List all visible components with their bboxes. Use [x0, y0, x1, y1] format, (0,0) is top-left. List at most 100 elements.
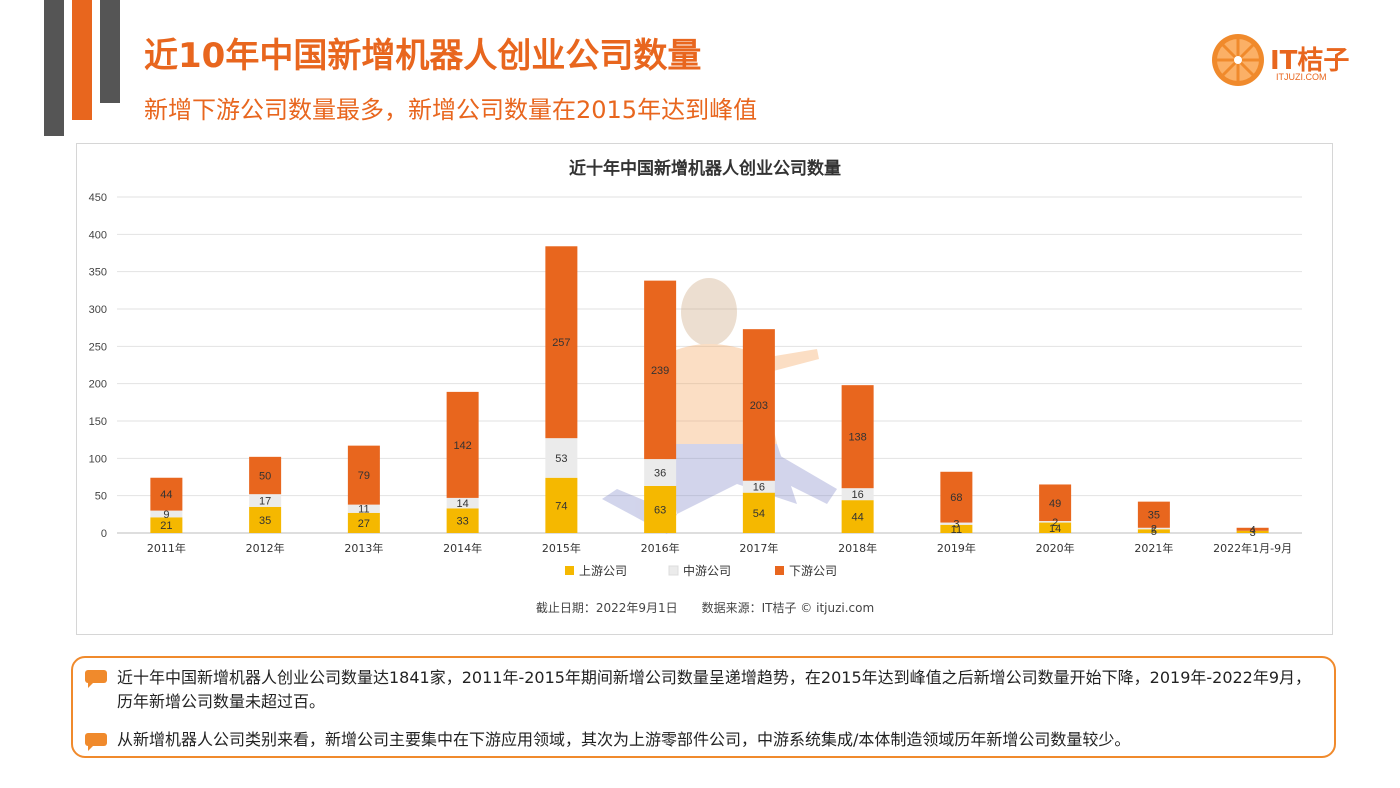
data-label: 68: [950, 492, 962, 504]
x-tick-label: 2016年: [641, 541, 680, 555]
notes-box: 近十年中国新增机器人创业公司数量达1841家，2011年-2015年期间新增公司…: [71, 656, 1336, 758]
legend-label: 中游公司: [683, 563, 731, 578]
x-tick-label: 2014年: [443, 541, 482, 555]
x-tick-label: 2020年: [1036, 541, 1075, 555]
data-label: 14: [1049, 523, 1061, 535]
legend-swatch: [565, 566, 574, 575]
y-tick-label: 350: [89, 267, 107, 279]
y-tick-label: 50: [95, 491, 107, 503]
bar-segment: [347, 504, 380, 513]
data-label: 3: [953, 519, 959, 531]
data-label: 16: [852, 489, 864, 501]
bar-segment: [742, 329, 775, 481]
data-label: 138: [848, 432, 866, 444]
x-tick-label: 2018年: [838, 541, 877, 555]
x-tick-label: 2019年: [937, 541, 976, 555]
bar-segment: [150, 477, 183, 511]
bar-segment: [545, 246, 578, 439]
data-label: 14: [457, 498, 469, 510]
bar-segment: [446, 508, 479, 533]
x-tick-label: 2011年: [147, 541, 186, 555]
orange-slice-icon: [1212, 34, 1264, 86]
data-label: 44: [160, 489, 172, 501]
note-1: 近十年中国新增机器人创业公司数量达1841家，2011年-2015年期间新增公司…: [117, 668, 1312, 711]
bar-segment: [150, 517, 183, 533]
bar-segment: [249, 494, 282, 507]
data-label: 142: [453, 440, 471, 452]
bar-segment: [644, 459, 677, 486]
data-label: 54: [753, 508, 765, 520]
data-label: 203: [750, 400, 768, 412]
bar-segment: [545, 438, 578, 478]
data-label: 27: [358, 518, 370, 530]
note-2: 从新增机器人公司类别来看，新增公司主要集中在下游应用领域，其次为上游零部件公司，…: [117, 730, 1131, 749]
page-subtitle: 新增下游公司数量最多，新增公司数量在2015年达到峰值: [144, 96, 758, 124]
x-axis-ticks: 2011年 2012年 2013年 2014年 2015年 2016年 2017年 2018年…: [147, 541, 1292, 555]
y-tick-label: 300: [89, 304, 107, 316]
bar-segment: [1137, 527, 1170, 530]
data-label: 63: [654, 504, 666, 516]
data-label: 79: [358, 470, 370, 482]
logo-url: ITJUZI.COM: [1276, 72, 1327, 82]
data-label: 35: [1148, 510, 1160, 522]
y-tick-label: 100: [89, 453, 107, 465]
speech-bubble-icon: [85, 670, 107, 688]
bar-segment: [1137, 501, 1170, 528]
decor-bar-dark-2: [100, 0, 120, 103]
data-label: 11: [358, 504, 369, 516]
data-label: 53: [555, 453, 567, 465]
chart-source-note: 截止日期：2022年9月1日 数据来源：IT桔子 © itjuzi.com: [536, 600, 874, 615]
data-label: 3: [1250, 527, 1256, 539]
bar-segment: [742, 492, 775, 533]
legend-swatch: [775, 566, 784, 575]
data-label: 35: [259, 515, 271, 527]
y-tick-label: 450: [89, 192, 107, 204]
legend-swatch: [668, 565, 679, 576]
bar-segment: [940, 524, 973, 533]
data-label: 36: [654, 468, 666, 480]
y-tick-label: 400: [89, 229, 107, 241]
decor-bar-dark-1: [44, 0, 64, 136]
data-label: 9: [163, 509, 169, 521]
decor-bar-orange: [72, 0, 92, 120]
x-tick-label: 2013年: [344, 541, 383, 555]
data-label: 74: [555, 500, 567, 512]
data-label: 4: [1250, 524, 1256, 536]
legend-label: 上游公司: [579, 564, 627, 578]
x-tick-label: 2015年: [542, 541, 581, 555]
data-label: 49: [1049, 498, 1061, 510]
data-label: 33: [457, 516, 469, 528]
data-label: 257: [552, 337, 570, 349]
stacked-bar-chart: 近十年中国新增机器人创业公司数量 05010015020025030035040…: [89, 158, 1302, 615]
data-label: 21: [160, 520, 172, 532]
data-labels: 2194435175027117933141427453257633623954…: [160, 337, 1255, 539]
y-axis-ticks: 0 50 100 150 200 250 300 350 400 450: [89, 192, 107, 540]
bar-segment: [1236, 527, 1269, 531]
y-tick-label: 0: [101, 528, 107, 540]
data-label: 2: [1151, 524, 1157, 536]
bar-segment: [841, 500, 874, 533]
bar-segment: [1039, 521, 1072, 523]
bar-segment: [841, 385, 874, 489]
bar-segment: [644, 280, 677, 460]
itjuzi-logo: IT桔子 ITJUZI.COM: [1212, 34, 1362, 90]
bar-segment: [446, 391, 479, 498]
bar-segment: [249, 506, 282, 533]
data-label: 16: [753, 482, 765, 494]
page-title: 近10年中国新增机器人创业公司数量: [144, 36, 702, 76]
bar-segment: [1039, 522, 1072, 533]
bar-segment: [150, 510, 183, 518]
y-tick-label: 150: [89, 416, 107, 428]
data-label: 5: [1151, 526, 1157, 538]
bar-segment: [841, 488, 874, 501]
bar-segment: [545, 477, 578, 533]
x-tick-label: 2012年: [246, 541, 285, 555]
bar-segment: [1039, 484, 1072, 522]
bar-segment: [347, 512, 380, 533]
y-tick-label: 200: [89, 379, 107, 391]
bar-segment: [940, 522, 973, 525]
data-label: 239: [651, 365, 669, 377]
bar-segment: [347, 445, 380, 505]
bar-segment: [446, 497, 479, 509]
bar-segment: [742, 480, 775, 493]
